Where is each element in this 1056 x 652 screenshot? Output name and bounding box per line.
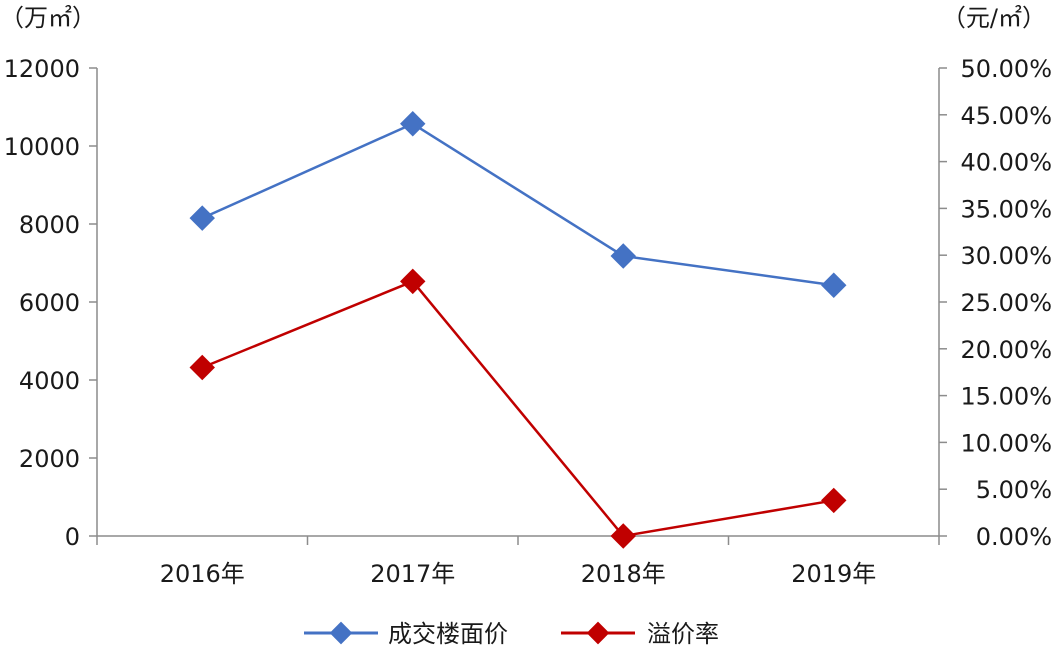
legend-marker-premium: [586, 621, 610, 645]
x-axis-category-label: 2018年: [581, 560, 666, 588]
right-axis-tick-label: 20.00%: [960, 336, 1052, 364]
series-0-data-point: [610, 243, 636, 269]
right-axis-tick-label: 15.00%: [960, 383, 1052, 411]
legend-label-premium: 溢价率: [647, 620, 719, 648]
right-axis-tick-label: 30.00%: [960, 242, 1052, 270]
left-axis-tick-label: 10000: [4, 133, 80, 161]
x-axis-category-label: 2017年: [370, 560, 455, 588]
left-axis-tick-label: 2000: [19, 445, 80, 473]
series-0-data-point: [189, 205, 215, 231]
right-axis-tick-label: 10.00%: [960, 429, 1052, 457]
legend: 成交楼面价 溢价率: [304, 620, 719, 648]
right-axis-unit-label: （元/㎡）: [942, 4, 1046, 32]
right-axis-tick-label: 25.00%: [960, 289, 1052, 317]
right-axis-tick-label: 5.00%: [976, 476, 1052, 504]
series-0-data-point: [821, 272, 847, 298]
left-axis-tick-label: 12000: [4, 55, 80, 83]
series-line-1: [201, 279, 834, 538]
legend-label-price: 成交楼面价: [388, 620, 508, 648]
right-axis-tick-label: 35.00%: [960, 195, 1052, 223]
x-axis-category-label: 2019年: [791, 560, 876, 588]
right-axis-tick-label: 45.00%: [960, 102, 1052, 130]
x-axis-category-label: 2016年: [160, 560, 245, 588]
series-1-data-point: [610, 523, 636, 549]
left-axis-tick-label: 4000: [19, 367, 80, 395]
right-axis-tick-label: 40.00%: [960, 149, 1052, 177]
right-axis-tick-label: 50.00%: [960, 55, 1052, 83]
series-1-data-point: [400, 268, 426, 295]
legend-marker-price: [329, 621, 353, 645]
left-axis-unit-label: （万㎡）: [0, 4, 96, 32]
series-1-data-point: [189, 354, 215, 381]
left-axis-tick-label: 0: [65, 523, 80, 551]
series-line-0: [201, 122, 834, 287]
left-axis-tick-label: 6000: [19, 289, 80, 317]
series-1-data-point: [821, 487, 847, 514]
right-axis-tick-label: 0.00%: [976, 523, 1052, 551]
left-axis-tick-label: 8000: [19, 211, 80, 239]
series-0-data-point: [400, 111, 426, 137]
